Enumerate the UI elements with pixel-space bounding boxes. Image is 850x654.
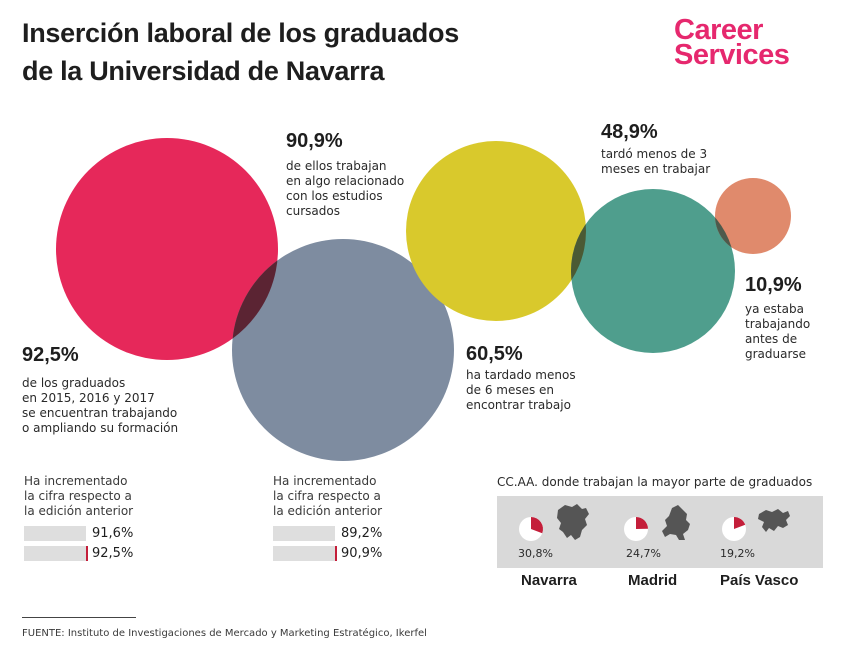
source-note: FUENTE: Instituto de Investigaciones de … (22, 628, 427, 639)
bar-track (273, 546, 335, 561)
bar-value: 91,6% (92, 526, 134, 541)
bar-track (24, 526, 86, 541)
logo-line-1: Career (674, 14, 763, 46)
desc-line: de 6 meses en (466, 383, 555, 397)
bar-highlight (86, 546, 88, 561)
label-line: Ha incrementado (24, 474, 128, 488)
desc-line: con los estudios (286, 189, 383, 203)
page-title: Inserción laboral de los graduados de la… (22, 14, 582, 90)
desc-line: de ellos trabajan (286, 159, 387, 173)
comparison-label: Ha incrementado la cifra respecto a la e… (24, 474, 194, 519)
region-percentage: 24,7% (626, 547, 661, 560)
navarra-pie-slice (531, 517, 543, 534)
stat-trabajando: 92,5% de los graduados en 2015, 2016 y 2… (22, 343, 222, 436)
label-line: la cifra respecto a (273, 489, 381, 503)
bubble-relacionado (232, 239, 454, 461)
madrid-pie-icon (624, 517, 648, 541)
desc-line: en 2015, 2016 y 2017 (22, 391, 155, 405)
pais-vasco-map-icon (758, 509, 790, 532)
region-navarra: 30,8% (497, 496, 605, 568)
title-line-1: Inserción laboral de los graduados (22, 18, 459, 48)
stat-description: de los graduados en 2015, 2016 y 2017 se… (22, 376, 222, 436)
region-madrid-graphic (624, 505, 690, 541)
region-name-madrid: Madrid (628, 572, 678, 589)
navarra-map-icon (557, 504, 589, 540)
bubble-trabajando (56, 138, 278, 360)
region-name-navarra: Navarra (521, 572, 577, 589)
stat-value: 60,5% (466, 343, 523, 365)
comparison-relacionado: Ha incrementado la cifra respecto a la e… (273, 474, 443, 562)
bar-previous: 91,6% (24, 524, 194, 542)
desc-line: o ampliando su formación (22, 421, 179, 435)
bar-previous: 89,2% (273, 524, 443, 542)
region-percentage: 30,8% (518, 547, 553, 560)
bar-track (273, 526, 335, 541)
region-pais-vasco: 19,2% (714, 496, 822, 568)
stat-description: ha tardado menos de 6 meses en encontrar… (466, 368, 616, 413)
career-services-logo: Career Services (674, 14, 834, 71)
bar-value: 89,2% (341, 526, 383, 541)
stat-description: de ellos trabajan en algo relacionado co… (286, 159, 426, 219)
footer-rule (22, 617, 136, 618)
stat-value: 90,9% (286, 130, 343, 152)
bar-track (24, 546, 86, 561)
bar-current: 90,9% (273, 544, 443, 562)
title-line-2: de la Universidad de Navarra (22, 56, 385, 86)
madrid-pie-slice (636, 517, 648, 529)
pais-vasco-pie-icon (722, 517, 746, 541)
bubble-seis-meses (406, 141, 586, 321)
stat-tres-meses: 48,9% tardó menos de 3 meses en trabajar (601, 120, 741, 177)
desc-line: encontrar trabajo (466, 398, 571, 412)
stat-value: 92,5% (22, 344, 79, 366)
stat-description: tardó menos de 3 meses en trabajar (601, 147, 741, 177)
label-line: la edición anterior (273, 504, 383, 518)
desc-line: en algo relacionado (286, 174, 405, 188)
bubble-antes (715, 178, 791, 254)
region-navarra-graphic (519, 504, 589, 541)
comparison-label: Ha incrementado la cifra respecto a la e… (273, 474, 443, 519)
desc-line: graduarse (745, 347, 807, 361)
navarra-pie-icon (519, 517, 543, 541)
bar-value: 92,5% (92, 546, 134, 561)
desc-line: tardó menos de 3 (601, 147, 708, 161)
region-name-pais-vasco: País Vasco (720, 572, 799, 589)
bubble-chart (56, 138, 791, 461)
regions-panel: 30,8% 24,7% 19,2% (497, 496, 823, 568)
bar-highlight (335, 546, 337, 561)
desc-line: trabajando (745, 317, 811, 331)
regions-title: CC.AA. donde trabajan la mayor parte de … (497, 475, 813, 489)
comparison-trabajando: Ha incrementado la cifra respecto a la e… (24, 474, 194, 562)
bar-current: 92,5% (24, 544, 194, 562)
desc-line: meses en trabajar (601, 162, 711, 176)
desc-line: se encuentran trabajando (22, 406, 178, 420)
stat-relacionado: 90,9% de ellos trabajan en algo relacion… (286, 129, 426, 219)
madrid-map-icon (662, 505, 690, 540)
stat-description: ya estaba trabajando antes de graduarse (745, 302, 835, 362)
desc-line: de los graduados (22, 376, 126, 390)
stat-antes: 10,9% ya estaba trabajando antes de grad… (745, 273, 835, 362)
label-line: la cifra respecto a (24, 489, 132, 503)
stat-value: 48,9% (601, 121, 658, 143)
pais-vasco-pie-slice (734, 517, 746, 529)
bubble-tres-meses (571, 189, 735, 353)
label-line: Ha incrementado (273, 474, 377, 488)
desc-line: antes de (745, 332, 798, 346)
stat-value: 10,9% (745, 274, 802, 296)
label-line: la edición anterior (24, 504, 134, 518)
bar-value: 90,9% (341, 546, 383, 561)
region-percentage: 19,2% (720, 547, 755, 560)
desc-line: ha tardado menos (466, 368, 576, 382)
logo-line-2: Services (674, 39, 790, 71)
stat-seis-meses: 60,5% ha tardado menos de 6 meses en enc… (466, 342, 616, 413)
desc-line: cursados (286, 204, 340, 218)
desc-line: ya estaba (745, 302, 804, 316)
region-madrid: 24,7% (606, 496, 714, 568)
region-pais-vasco-graphic (722, 509, 790, 541)
